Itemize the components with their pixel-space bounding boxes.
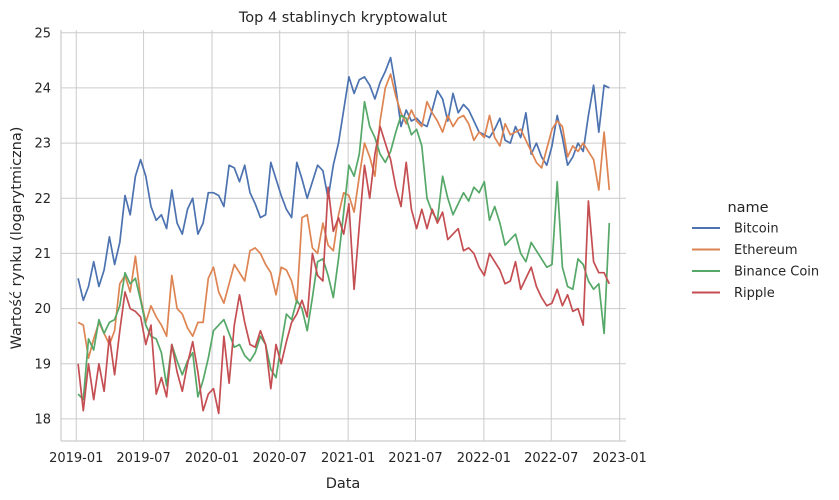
x-tick-label: 2022-07 [524, 451, 578, 466]
y-tick-label: 21 [34, 247, 51, 262]
x-tick-label: 2020-07 [253, 451, 307, 466]
x-tick-label: 2022-01 [457, 451, 511, 466]
y-tick-labels: 18 19 20 21 22 23 24 25 [34, 26, 51, 427]
axes-spines [60, 30, 626, 442]
x-tick-label: 2023-01 [593, 451, 647, 466]
legend-label: Binance Coin [734, 265, 819, 280]
y-tick-label: 22 [34, 192, 51, 207]
series-line-binance-coin [77, 100, 611, 401]
x-tick-label: 2020-01 [185, 451, 239, 466]
y-axis-label: Wartość rynku (logarytmiczna) [9, 127, 25, 350]
series-line-ethereum [77, 73, 611, 360]
legend-label: Ethereum [734, 243, 798, 258]
x-tick-label: 2019-01 [49, 451, 103, 466]
legend-items: Bitcoin Ethereum Binance Coin Ripple [692, 222, 819, 301]
x-tick-labels: 2019-01 2019-07 2020-01 2020-07 2021-01 2021-… [49, 451, 647, 466]
x-tick-label: 2021-01 [321, 451, 375, 466]
y-tick-label: 24 [34, 81, 51, 96]
series-line-ripple [77, 125, 611, 415]
y-tick-label: 19 [34, 357, 51, 372]
legend-item-ripple: Ripple [692, 286, 775, 301]
y-tick-label: 20 [34, 302, 51, 317]
chart-title: Top 4 stablinych kryptowalut [238, 10, 448, 26]
legend-label: Ripple [734, 286, 775, 301]
x-tick-label: 2019-07 [116, 451, 170, 466]
legend-item-ethereum: Ethereum [692, 243, 798, 258]
series-line-bitcoin [77, 56, 610, 302]
series-layer [77, 56, 611, 415]
legend-title: name [727, 200, 768, 216]
y-tick-label: 25 [34, 26, 51, 41]
legend: name Bitcoin Ethereum Binance Coin Ripple [692, 200, 819, 301]
y-tick-label: 18 [34, 412, 51, 427]
legend-label: Bitcoin [734, 222, 779, 237]
x-tick-label: 2021-07 [388, 451, 442, 466]
x-axis-label: Data [326, 476, 361, 492]
legend-item-bitcoin: Bitcoin [692, 222, 779, 237]
legend-item-binance-coin: Binance Coin [692, 265, 819, 280]
y-tick-label: 23 [34, 137, 51, 152]
grid-layer [61, 30, 626, 441]
